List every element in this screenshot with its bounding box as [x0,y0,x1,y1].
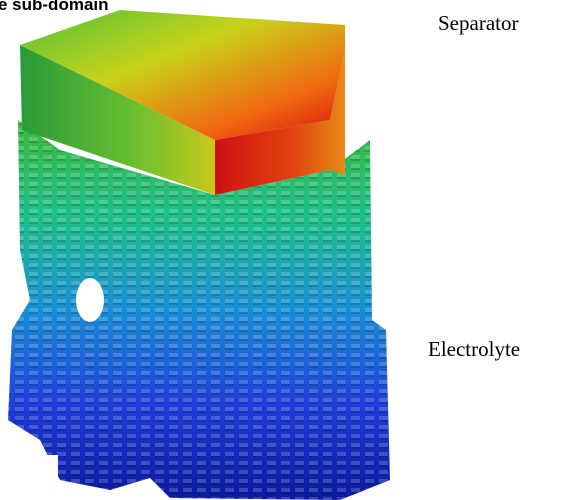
separator-label: Separator [438,11,518,35]
separator-block [20,10,345,195]
figure-title: e sub-domain [0,0,109,14]
voxel-body [8,120,390,500]
electrolyte-label: Electrolyte [428,337,520,361]
